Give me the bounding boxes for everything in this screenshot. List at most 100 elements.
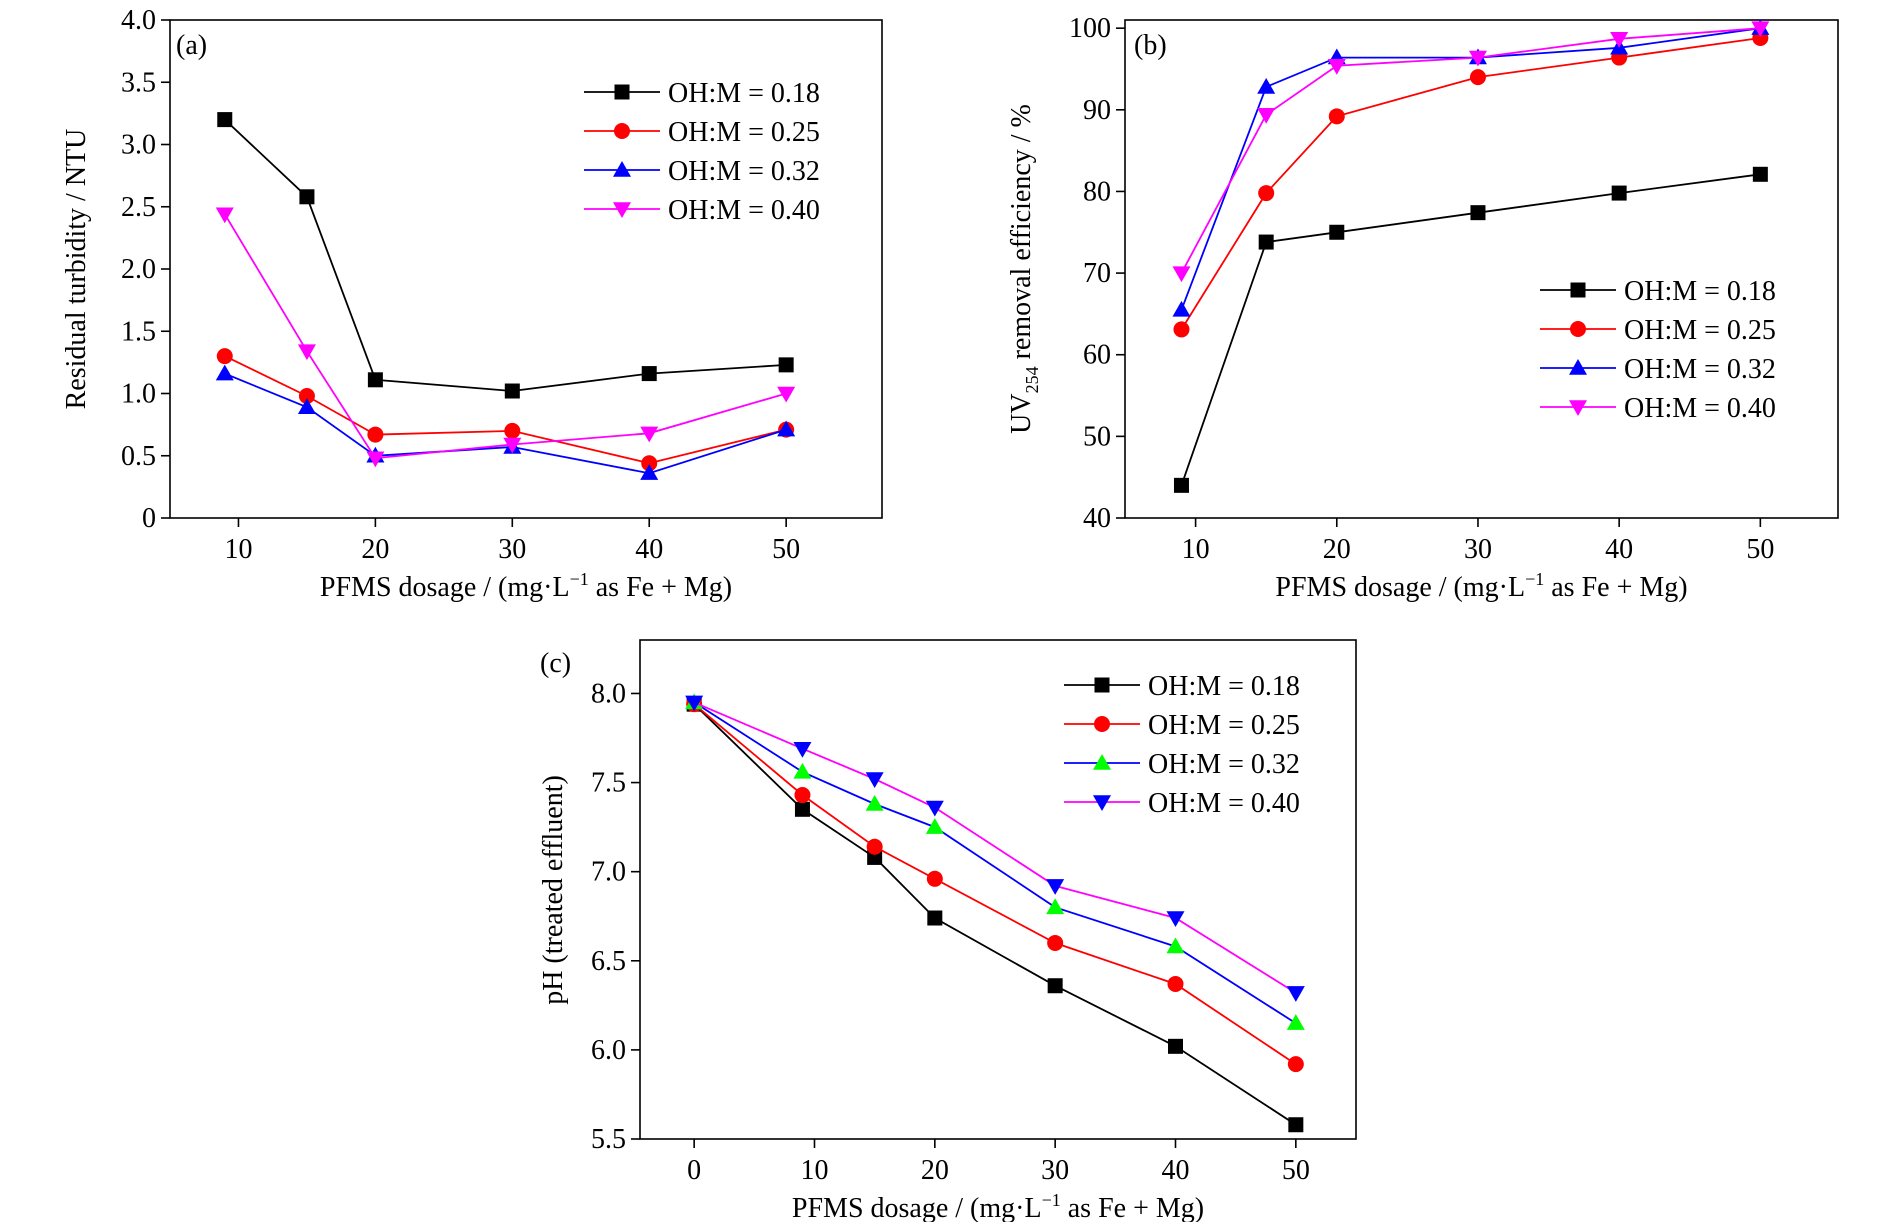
legend-marker bbox=[1094, 677, 1110, 693]
legend-item: OH:M = 0.25 bbox=[584, 117, 820, 148]
y-tick-label: 6.5 bbox=[591, 946, 626, 977]
y-tick-label: 5.5 bbox=[591, 1124, 626, 1155]
data-point bbox=[685, 695, 704, 712]
legend-label: OH:M = 0.32 bbox=[668, 156, 820, 187]
data-point bbox=[794, 801, 810, 817]
data-point bbox=[778, 357, 794, 373]
legend-item: OH:M = 0.25 bbox=[1064, 710, 1300, 741]
data-point bbox=[1468, 50, 1487, 67]
data-point bbox=[1258, 234, 1274, 250]
plot-frame bbox=[639, 639, 1357, 1140]
legend-label: OH:M = 0.40 bbox=[1148, 788, 1300, 819]
y-tick-label: 90 bbox=[1083, 95, 1111, 126]
panel-label: (c) bbox=[540, 648, 571, 679]
y-tick-label: 80 bbox=[1083, 176, 1111, 207]
legend-marker bbox=[614, 123, 630, 139]
data-point bbox=[504, 422, 521, 439]
data-point bbox=[504, 383, 520, 399]
data-point bbox=[777, 420, 796, 437]
data-point bbox=[217, 112, 233, 128]
legend-item: OH:M = 0.40 bbox=[584, 195, 820, 226]
legend-item: OH:M = 0.32 bbox=[1064, 749, 1300, 780]
y-axis-title: Residual turbidity / NTU bbox=[61, 129, 92, 410]
data-point bbox=[215, 207, 234, 224]
data-point bbox=[1172, 300, 1191, 317]
data-point bbox=[1046, 898, 1065, 915]
y-tick-label: 8.0 bbox=[591, 678, 626, 709]
x-axis-title: PFMS dosage / (mg·L−1 as Fe + Mg) bbox=[320, 569, 732, 603]
data-point bbox=[1167, 1038, 1183, 1054]
data-point bbox=[1327, 58, 1346, 75]
x-axis-title-tail: as Fe + Mg) bbox=[589, 572, 732, 603]
x-tick-label: 20 bbox=[1323, 534, 1351, 565]
y-tick-label: 3.5 bbox=[121, 67, 156, 98]
x-axis-title-main: PFMS dosage / (mg·L bbox=[1275, 572, 1525, 603]
y-tick-label: 1.0 bbox=[121, 379, 156, 410]
legend-label: OH:M = 0.25 bbox=[668, 117, 820, 148]
legend-label: OH:M = 0.25 bbox=[1624, 315, 1776, 346]
panel-label: (a) bbox=[176, 30, 207, 61]
y-tick-label: 3.0 bbox=[121, 130, 156, 161]
data-point bbox=[1258, 185, 1275, 202]
data-point bbox=[777, 386, 796, 403]
data-point bbox=[925, 800, 944, 817]
x-tick-label: 10 bbox=[224, 534, 252, 565]
legend: OH:M = 0.18 OH:M = 0.25 OH:M = 0.32 OH:M = … bbox=[1540, 276, 1776, 424]
data-point bbox=[367, 372, 383, 388]
data-point bbox=[367, 426, 384, 443]
data-point bbox=[1173, 477, 1189, 493]
legend-marker bbox=[614, 84, 630, 100]
data-point bbox=[1172, 266, 1191, 283]
data-point bbox=[1286, 986, 1305, 1002]
data-point bbox=[1329, 224, 1345, 240]
data-point bbox=[299, 189, 315, 205]
data-point bbox=[366, 451, 385, 468]
data-point bbox=[640, 464, 659, 480]
data-point bbox=[1047, 978, 1063, 994]
series-line bbox=[1180, 37, 1761, 330]
data-point bbox=[215, 364, 234, 381]
x-tick-label: 50 bbox=[772, 534, 800, 565]
legend-label: OH:M = 0.25 bbox=[1148, 710, 1300, 741]
data-point bbox=[793, 741, 812, 758]
data-point bbox=[298, 387, 315, 404]
data-point bbox=[1610, 32, 1629, 48]
series-line bbox=[1180, 27, 1761, 311]
data-point bbox=[925, 818, 944, 834]
series-1 bbox=[217, 112, 794, 399]
y-tick-label: 50 bbox=[1083, 421, 1111, 452]
data-point bbox=[1470, 205, 1486, 221]
x-tick-label: 30 bbox=[1041, 1155, 1069, 1186]
y-tick-label: 2.5 bbox=[121, 192, 156, 223]
x-tick-label: 50 bbox=[1282, 1155, 1310, 1186]
y-tick-label: 2.0 bbox=[121, 254, 156, 285]
x-axis-title: PFMS dosage / (mg·L−1 as Fe + Mg) bbox=[1275, 569, 1687, 603]
x-axis-title-superscript: −1 bbox=[1525, 569, 1544, 589]
legend-label: OH:M = 0.40 bbox=[668, 195, 820, 226]
data-point bbox=[866, 838, 883, 855]
y-tick-label: 1.5 bbox=[121, 316, 156, 347]
data-point bbox=[641, 455, 658, 472]
series-2 bbox=[216, 348, 795, 472]
series-4 bbox=[215, 207, 796, 468]
x-axis-title-superscript: −1 bbox=[570, 569, 589, 589]
legend-marker bbox=[1570, 282, 1586, 298]
y-axis-title: pH (treated effluent) bbox=[538, 775, 569, 1005]
data-point bbox=[641, 366, 657, 382]
y-tick-label: 100 bbox=[1069, 13, 1111, 44]
x-axis-title: PFMS dosage / (mg·L−1 as Fe + Mg) bbox=[792, 1190, 1204, 1222]
data-point bbox=[926, 870, 943, 887]
data-point bbox=[1287, 1056, 1304, 1073]
series-line bbox=[1180, 173, 1761, 486]
data-point bbox=[1167, 975, 1184, 992]
data-point bbox=[1257, 77, 1276, 94]
series-line bbox=[224, 213, 787, 460]
data-point bbox=[1328, 108, 1345, 125]
x-axis-title-superscript: −1 bbox=[1042, 1190, 1061, 1210]
legend: OH:M = 0.18 OH:M = 0.25 OH:M = 0.32 OH:M = … bbox=[584, 78, 820, 226]
data-point bbox=[297, 344, 316, 361]
chart-panel-a: 10 20 30 40 50 0 0.5 1.0 1.5 2.0 2.5 3.0 3.5 4.0 PFMS … bbox=[61, 5, 883, 603]
series-line bbox=[1180, 27, 1761, 274]
legend-label: OH:M = 0.18 bbox=[1624, 276, 1776, 307]
legend-label: OH:M = 0.40 bbox=[1624, 393, 1776, 424]
